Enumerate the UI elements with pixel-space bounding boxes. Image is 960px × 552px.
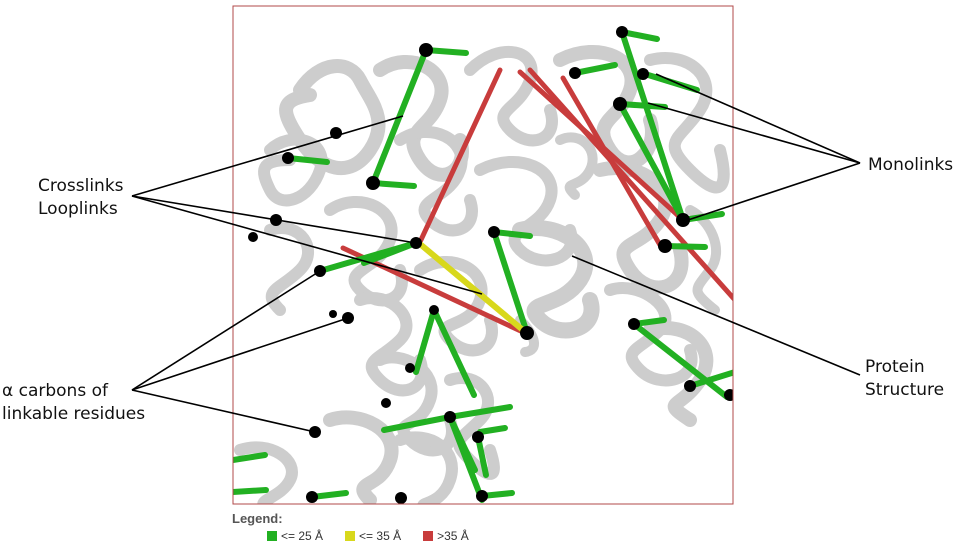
viewer-frame [232,5,734,505]
monolink-green-3 [285,155,330,165]
label-protein-line2: Structure [865,380,945,400]
label-monolinks: Monolinks [868,154,953,177]
legend: Legend: <= 25 Å <= 35 Å >35 Å [232,511,532,543]
protein-structure [234,45,730,504]
pointer-alpha-2 [131,317,349,391]
label-alpha-carbons-line1: α carbons of [2,381,108,401]
label-alpha-carbons: α carbons of linkable residues [2,380,145,426]
pointer-monolinks-1 [655,73,861,164]
crosslink-green-11 [447,414,478,473]
legend-label-red: >35 Å [437,529,469,543]
label-monolinks-text: Monolinks [868,155,954,175]
monolink-green-20 [477,425,508,435]
legend-label-yellow: <= 35 Å [359,529,402,543]
monolink-green-13 [687,369,733,389]
pointer-protein [571,255,861,376]
label-crosslinks: Crosslinks Looplinks [38,175,124,221]
pointer-crosslinks-3 [131,195,483,295]
crosslink-red-2 [527,67,733,302]
legend-swatch-red [423,531,434,541]
pointer-monolinks-3 [687,162,861,221]
crosslink-red-3 [560,75,663,248]
crosslink-yellow-1 [417,241,527,334]
annotation-lines [131,73,861,433]
pointer-alpha-1 [131,270,321,391]
crosslink-red-4 [417,67,503,245]
monolink-green-14 [475,434,489,478]
crosslink-green-5 [361,240,419,266]
legend-item-yellow: <= 35 Å [345,529,401,543]
legend-label-green: <= 25 Å [281,529,324,543]
label-crosslinks-text: Crosslinks [38,176,124,196]
legend-item-green: <= 25 Å [267,529,323,543]
crosslinks-red [340,67,733,336]
pointer-crosslinks-1 [131,115,404,197]
monolink-green-18 [233,452,268,463]
crosslink-green-6 [491,229,530,336]
crosslink-green-8 [431,307,477,398]
monolink-green-10 [491,229,533,239]
pointer-alpha-3 [131,389,316,433]
label-protein-structure: Protein Structure [865,356,944,402]
legend-items: <= 25 Å <= 35 Å >35 Å [267,529,532,543]
legend-title: Legend: [232,511,283,526]
legend-item-red: >35 Å [423,529,469,543]
label-protein-line1: Protein [865,357,925,377]
crosslinks-yellow [417,241,527,334]
crosslink-green-3 [617,101,686,223]
legend-swatch-yellow [345,531,356,541]
crosslink-green-2 [619,29,686,223]
pointer-monolinks-2 [647,102,861,164]
label-alpha-carbons-line2: linkable residues [2,404,146,424]
structure-viewer[interactable] [233,6,736,510]
monolink-green-7 [572,62,618,76]
label-looplinks-text: Looplinks [38,199,118,219]
monolink-green-19 [233,487,269,495]
crosslink-green-7 [413,307,437,375]
alpha-carbons [248,26,733,504]
crosslink-green-10 [381,414,453,433]
legend-swatch-green [267,531,277,541]
monolink-green-11 [631,321,730,400]
pointer-crosslinks-2 [131,195,417,244]
monolink-green-15 [447,404,513,420]
